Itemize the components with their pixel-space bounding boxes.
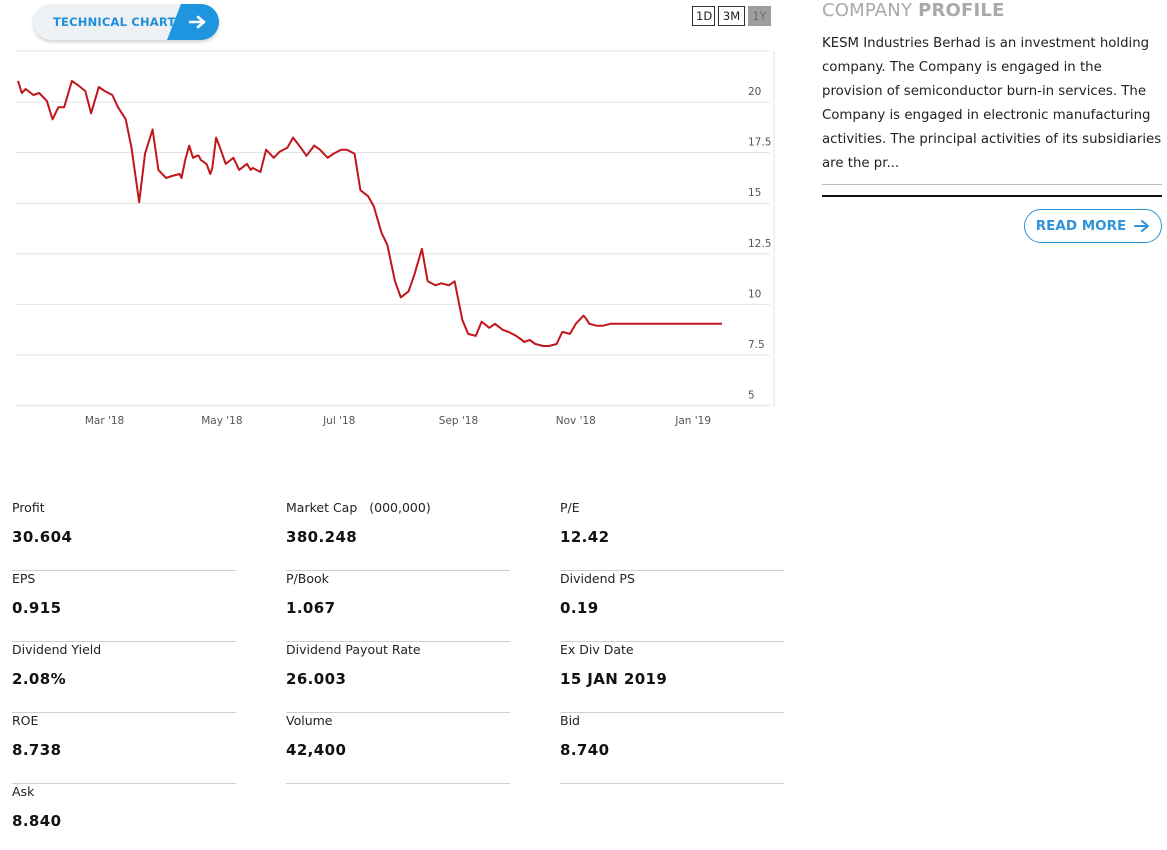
stat-p-e: P/E 12.42 <box>560 500 784 571</box>
profile-description: KESM Industries Berhad is an investment … <box>822 36 1162 171</box>
stat-value: 8.740 <box>560 741 610 759</box>
x-tick-label: Mar '18 <box>85 415 124 427</box>
stat-label: Dividend PS <box>560 571 635 586</box>
stat-value: 30.604 <box>12 528 73 546</box>
y-tick-label: 5 <box>748 390 755 402</box>
stat-value: 1.067 <box>286 599 336 617</box>
stat-label: Profit <box>12 500 45 515</box>
technical-chart-label: TECHNICAL CHART <box>53 15 176 29</box>
stat-value: 0.915 <box>12 599 62 617</box>
range-1d-button[interactable]: 1D <box>692 6 715 26</box>
stat-bid: Bid 8.740 <box>560 713 784 784</box>
y-tick-label: 7.5 <box>748 339 765 351</box>
stat-label: P/Book <box>286 571 329 586</box>
stat-label-text: Profit <box>12 500 45 515</box>
read-more-label: READ MORE <box>1035 218 1127 234</box>
stat-value: 8.840 <box>12 812 62 830</box>
stat-ex-div-date: Ex Div Date 15 JAN 2019 <box>560 642 784 713</box>
profile-title-bold: PROFILE <box>918 0 1005 21</box>
stat-eps: EPS 0.915 <box>12 571 236 642</box>
y-tick-label: 10 <box>748 288 761 300</box>
price-line <box>17 79 722 347</box>
price-chart: 20 17.5 15 12.5 10 7.5 5 Mar '18 May '18 Jul '18 S… <box>16 50 775 427</box>
stat-roe: ROE 8.738 <box>12 713 236 784</box>
y-tick-label: 15 <box>748 187 761 199</box>
range-3m-button[interactable]: 3M <box>718 6 745 26</box>
x-tick-label: Sep '18 <box>439 415 478 427</box>
stat-label-text: Dividend Yield <box>12 642 102 657</box>
company-profile: COMPANY PROFILE KESM Industries Berhad i… <box>822 0 1167 243</box>
y-tick-label: 17.5 <box>748 137 771 149</box>
range-1y-button[interactable]: 1Y <box>748 6 771 26</box>
stat-label: Dividend Yield <box>12 642 101 657</box>
stat-label: ROE <box>12 713 38 728</box>
stat-value: 380.248 <box>286 528 358 546</box>
profile-divider-thick <box>822 195 1162 197</box>
stat-label-text: Ex Div Date <box>560 642 634 657</box>
stat-label-text: P/Book <box>286 571 329 586</box>
stat-label: Volume <box>286 713 333 728</box>
stat-label-text: ROE <box>12 713 39 728</box>
range-selector: 1D 3M 1Y <box>692 6 771 26</box>
stat-profit: Profit 30.604 <box>12 500 236 571</box>
x-tick-label: Jul '18 <box>322 415 355 427</box>
arrow-right-icon <box>1134 220 1150 232</box>
x-tick-label: Jan '19 <box>674 415 711 427</box>
stat-label-text: Ask <box>12 784 35 799</box>
stat-value: 15 JAN 2019 <box>560 670 668 688</box>
profile-divider <box>822 184 1162 185</box>
stat-label-text: Dividend PS <box>560 571 635 586</box>
stat-market-cap: Market Cap (000,000) 380.248 <box>286 500 510 571</box>
stat-label-text: Bid <box>560 713 580 728</box>
stat-dividend-ps: Dividend PS 0.19 <box>560 571 784 642</box>
stat-value: 12.42 <box>560 528 610 546</box>
stat-value: 42,400 <box>286 741 347 759</box>
stat-label: Dividend Payout Rate <box>286 642 421 657</box>
stat-label: Ex Div Date <box>560 642 634 657</box>
stat-ask: Ask 8.840 <box>12 784 236 850</box>
stat-value: 0.19 <box>560 599 599 617</box>
technical-chart-button[interactable]: TECHNICAL CHART <box>33 4 219 40</box>
stat-label-text: Market Cap <box>286 500 358 515</box>
stat-volume: Volume 42,400 <box>286 713 510 784</box>
profile-title: COMPANY PROFILE <box>822 0 1167 22</box>
y-tick-label: 20 <box>748 86 761 98</box>
profile-title-light: COMPANY <box>822 0 913 21</box>
stat-dividend-payout-rate: Dividend Payout Rate 26.003 <box>286 642 510 713</box>
x-tick-label: Nov '18 <box>556 415 596 427</box>
read-more-button[interactable]: READ MORE <box>1024 209 1162 243</box>
stat-label: Market Cap (000,000) <box>286 500 431 515</box>
stat-label-text: P/E <box>560 500 580 515</box>
arrow-right-icon <box>167 4 219 40</box>
stat-p-book: P/Book 1.067 <box>286 571 510 642</box>
stat-label: P/E <box>560 500 580 515</box>
y-tick-label: 12.5 <box>748 238 771 250</box>
x-tick-label: May '18 <box>201 415 242 427</box>
stat-value: 2.08% <box>12 670 67 688</box>
stat-label: EPS <box>12 571 35 586</box>
stat-unit: (000,000) <box>369 500 431 515</box>
stat-label: Bid <box>560 713 580 728</box>
stat-label: Ask <box>12 784 34 799</box>
stat-label-text: Volume <box>286 713 333 728</box>
stat-label-text: EPS <box>12 571 36 586</box>
stat-value: 8.738 <box>12 741 62 759</box>
stat-dividend-yield: Dividend Yield 2.08% <box>12 642 236 713</box>
stat-label-text: Dividend Payout Rate <box>286 642 421 657</box>
stat-value: 26.003 <box>286 670 347 688</box>
